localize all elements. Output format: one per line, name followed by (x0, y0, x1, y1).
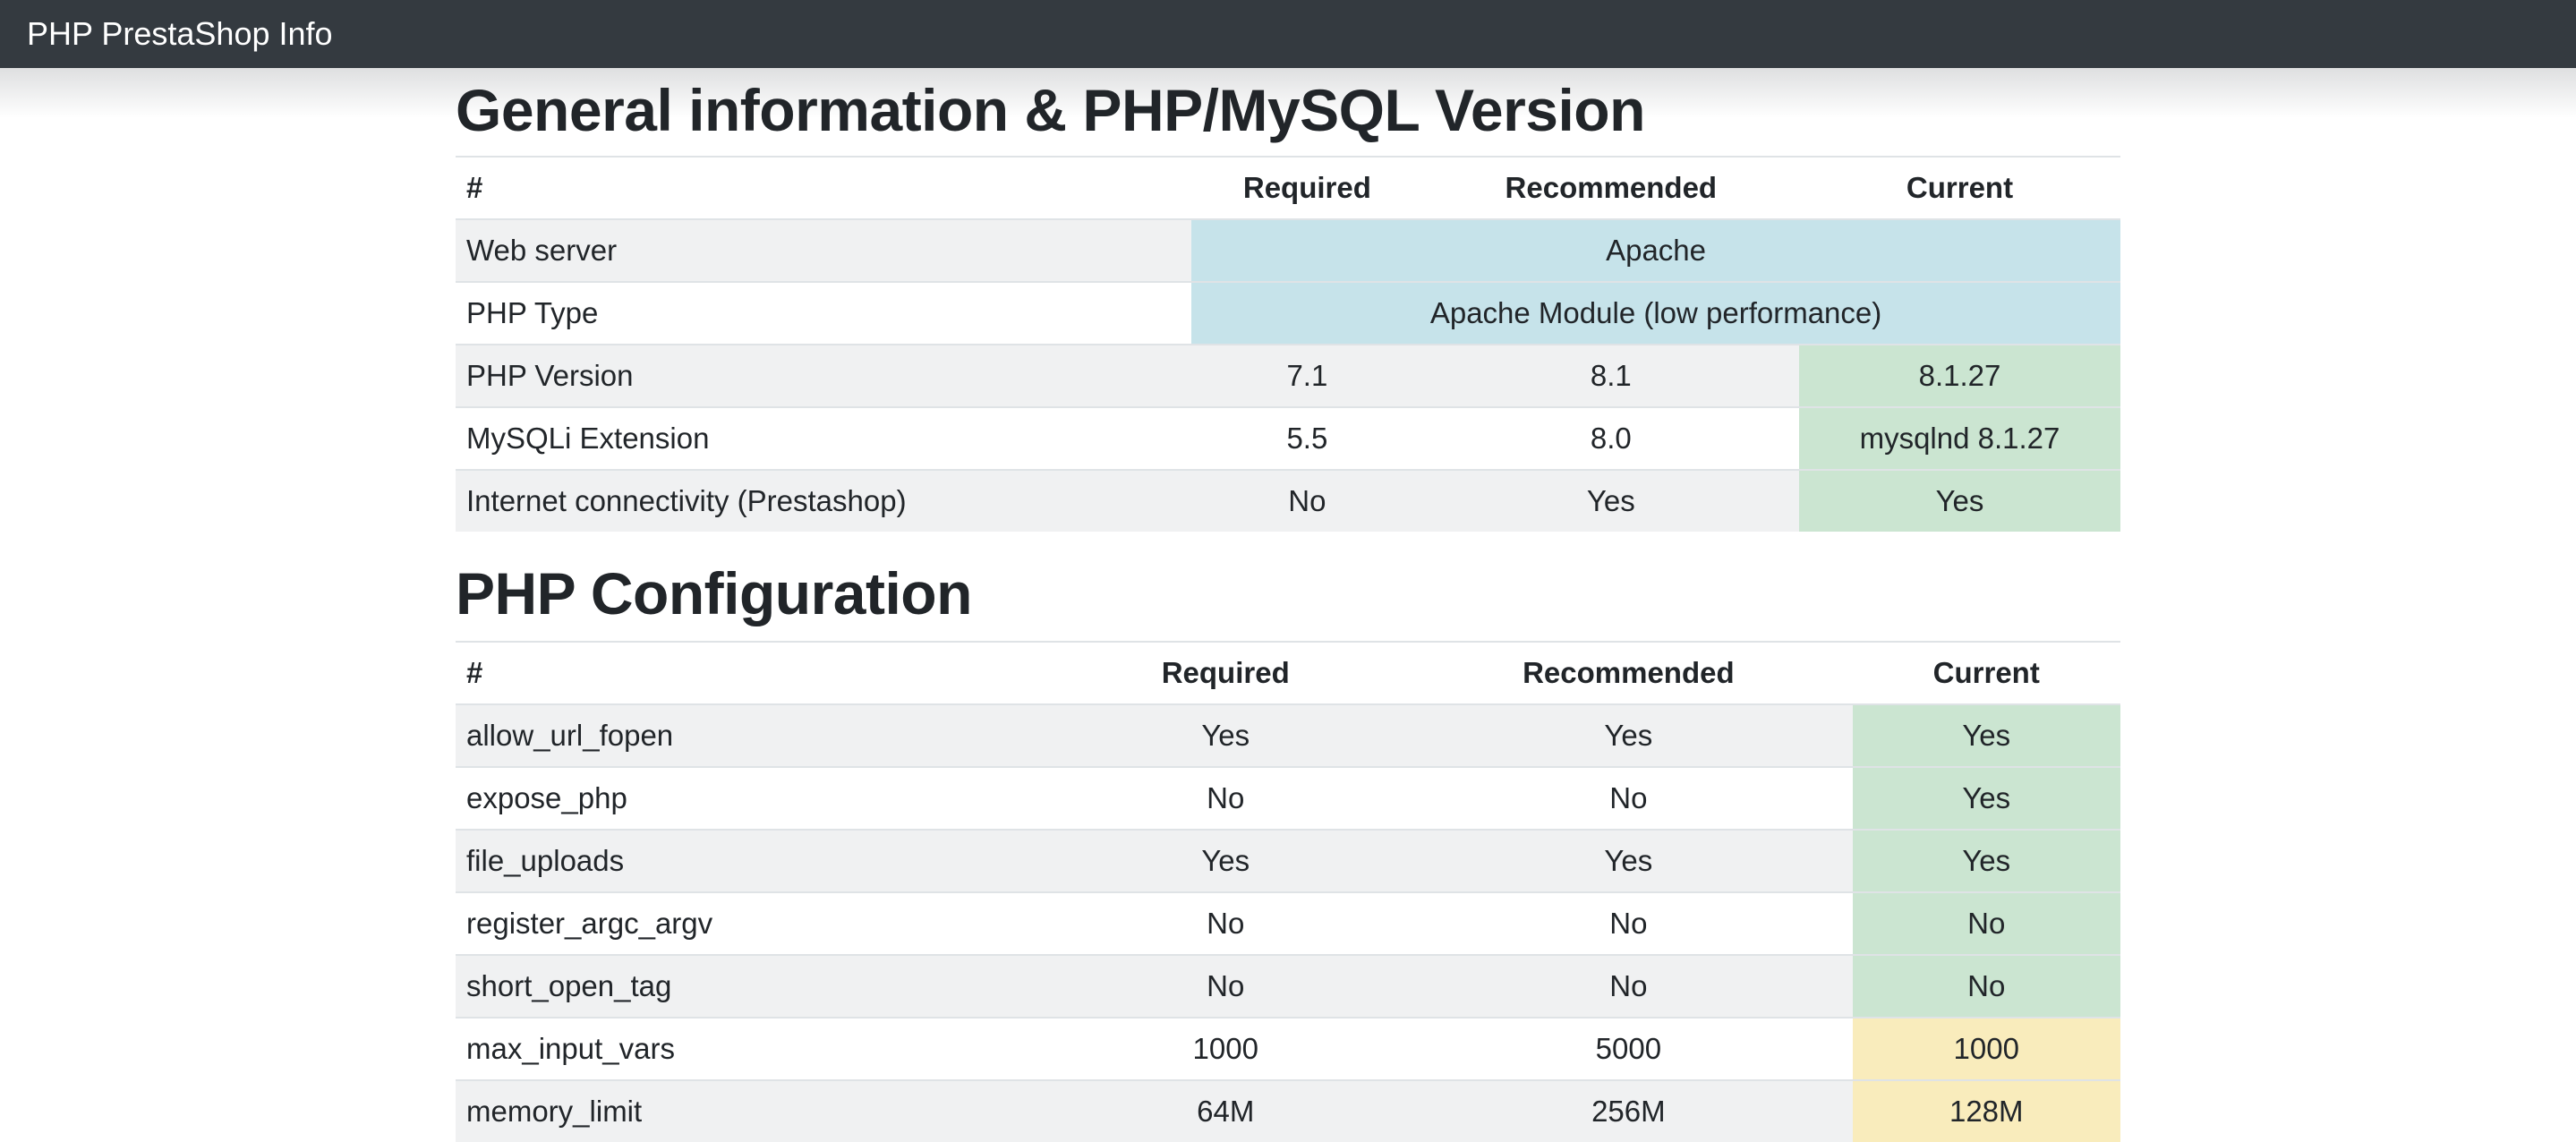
table-row: short_open_tag No No No (456, 954, 2120, 1018)
current-value-cell: Yes (1799, 469, 2120, 532)
column-header-current: Current (1852, 641, 2120, 705)
column-header-recommended: Recommended (1422, 156, 1799, 220)
required-value-cell: No (1191, 469, 1423, 532)
section-title-general-info: General information & PHP/MySQL Version (456, 77, 1645, 143)
table-row: Internet connectivity (Prestashop) No Yes Y… (456, 469, 2120, 532)
current-value-cell: Yes (1852, 829, 2120, 892)
required-value-cell: No (1046, 891, 1405, 955)
recommended-value-cell: No (1404, 766, 1853, 830)
column-header-current: Current (1799, 156, 2120, 220)
column-header-required: Required (1046, 641, 1405, 705)
recommended-value-cell: 256M (1404, 1079, 1853, 1142)
main-content: General information & PHP/MySQL Version … (456, 68, 2120, 1142)
recommended-value-cell: Yes (1422, 469, 1799, 532)
required-value-cell: No (1046, 766, 1405, 830)
section-php-configuration: PHP Configuration # Required Recommended… (456, 558, 2120, 1142)
app-title[interactable]: PHP PrestaShop Info (27, 15, 333, 52)
table-row: PHP Type Apache Module (low performance) (456, 281, 2120, 345)
row-name-cell: short_open_tag (456, 954, 1047, 1018)
table-row: PHP Version 7.1 8.1 8.1.27 (456, 344, 2120, 407)
recommended-value-cell: 8.1 (1422, 344, 1799, 407)
required-value-cell: 64M (1046, 1079, 1405, 1142)
row-name-cell: file_uploads (456, 829, 1047, 892)
recommended-value-cell: Yes (1404, 703, 1853, 767)
current-value-cell: No (1852, 891, 2120, 955)
table-header-row: # Required Recommended Current (456, 156, 2120, 220)
recommended-value-cell: No (1404, 891, 1853, 955)
current-value-cell: 8.1.27 (1799, 344, 2120, 407)
row-name-cell: memory_limit (456, 1079, 1047, 1142)
row-name-cell: max_input_vars (456, 1017, 1047, 1080)
current-value-cell: Yes (1852, 766, 2120, 830)
required-value-cell: 5.5 (1191, 406, 1423, 470)
php-configuration-table: # Required Recommended Current allow_url… (456, 641, 2120, 1142)
row-name-cell: MySQLi Extension (456, 406, 1192, 470)
current-value-cell: Yes (1852, 703, 2120, 767)
current-value-cell: No (1852, 954, 2120, 1018)
table-row: register_argc_argv No No No (456, 891, 2120, 955)
row-name-cell: PHP Version (456, 344, 1192, 407)
recommended-value-cell: 5000 (1404, 1017, 1853, 1080)
row-name-cell: PHP Type (456, 281, 1192, 345)
required-value-cell: 7.1 (1191, 344, 1423, 407)
section-title-php-configuration: PHP Configuration (456, 560, 972, 626)
table-row: MySQLi Extension 5.5 8.0 mysqlnd 8.1.27 (456, 406, 2120, 470)
general-info-table: # Required Recommended Current Web serve… (456, 156, 2120, 532)
section-general-info: General information & PHP/MySQL Version … (456, 75, 2120, 532)
table-header: # Required Recommended Current (456, 156, 2120, 220)
column-header-name: # (456, 641, 1047, 705)
table-header: # Required Recommended Current (456, 641, 2120, 705)
table-row: Web server Apache (456, 218, 2120, 282)
table-body: Web server Apache PHP Type Apache Module (l… (456, 218, 2120, 532)
column-header-recommended: Recommended (1404, 641, 1853, 705)
recommended-value-cell: No (1404, 954, 1853, 1018)
recommended-value-cell: 8.0 (1422, 406, 1799, 470)
row-name-cell: expose_php (456, 766, 1047, 830)
required-value-cell: No (1046, 954, 1405, 1018)
table-body: allow_url_fopen Yes Yes Yes expose_php No No Ye… (456, 703, 2120, 1142)
table-header-row: # Required Recommended Current (456, 641, 2120, 705)
recommended-value-cell: Yes (1404, 829, 1853, 892)
table-row: file_uploads Yes Yes Yes (456, 829, 2120, 892)
row-name-cell: allow_url_fopen (456, 703, 1047, 767)
table-row: memory_limit 64M 256M 128M (456, 1079, 2120, 1142)
row-name-cell: Web server (456, 218, 1192, 282)
table-row: max_input_vars 1000 5000 1000 (456, 1017, 2120, 1080)
current-value-cell: 128M (1852, 1079, 2120, 1142)
app-header: PHP PrestaShop Info (0, 0, 2576, 68)
row-name-cell: register_argc_argv (456, 891, 1047, 955)
required-value-cell: Yes (1046, 703, 1405, 767)
table-row: expose_php No No Yes (456, 766, 2120, 830)
column-header-name: # (456, 156, 1192, 220)
table-row: allow_url_fopen Yes Yes Yes (456, 703, 2120, 767)
required-value-cell: Yes (1046, 829, 1405, 892)
required-value-cell: 1000 (1046, 1017, 1405, 1080)
current-value-cell: mysqlnd 8.1.27 (1799, 406, 2120, 470)
column-header-required: Required (1191, 156, 1423, 220)
current-value-cell: 1000 (1852, 1017, 2120, 1080)
row-span-value-cell: Apache Module (low performance) (1191, 281, 2120, 345)
row-span-value-cell: Apache (1191, 218, 2120, 282)
row-name-cell: Internet connectivity (Prestashop) (456, 469, 1192, 532)
